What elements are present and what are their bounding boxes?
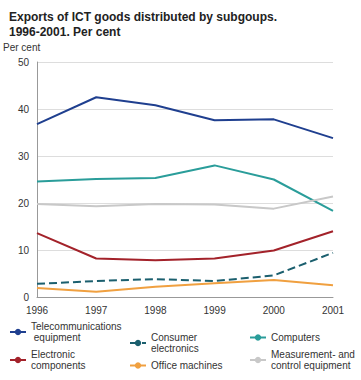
svg-text:30: 30	[18, 151, 30, 162]
svg-text:components: components	[31, 360, 85, 371]
svg-text:Measurement- and: Measurement- and	[271, 349, 358, 360]
svg-text:Telecommunications: Telecommunications	[31, 321, 122, 332]
svg-text:Electronic: Electronic	[31, 349, 78, 360]
svg-text:equipment: equipment	[31, 332, 81, 343]
svg-text:0: 0	[23, 292, 29, 303]
svg-text:1998: 1998	[144, 305, 167, 316]
svg-text:Consumer: Consumer	[151, 332, 200, 343]
svg-text:1996-2001. Per cent: 1996-2001. Per cent	[9, 25, 120, 39]
svg-text:Computers: Computers	[271, 332, 320, 343]
svg-text:1997: 1997	[85, 305, 108, 316]
svg-text:electronics: electronics	[151, 343, 199, 354]
svg-text:40: 40	[18, 104, 30, 115]
svg-text:20: 20	[18, 198, 30, 209]
svg-text:1996: 1996	[26, 305, 49, 316]
svg-text:50: 50	[18, 57, 30, 68]
svg-text:control equipment: control equipment	[271, 360, 351, 371]
svg-text:2000: 2000	[263, 305, 286, 316]
svg-text:Exports of ICT goods distribut: Exports of ICT goods distributed by subg…	[9, 10, 277, 24]
svg-text:10: 10	[18, 245, 30, 256]
svg-text:1999: 1999	[203, 305, 226, 316]
svg-text:2001: 2001	[322, 305, 345, 316]
svg-text:Per cent: Per cent	[3, 42, 40, 53]
svg-text:Office machines: Office machines	[151, 360, 223, 371]
